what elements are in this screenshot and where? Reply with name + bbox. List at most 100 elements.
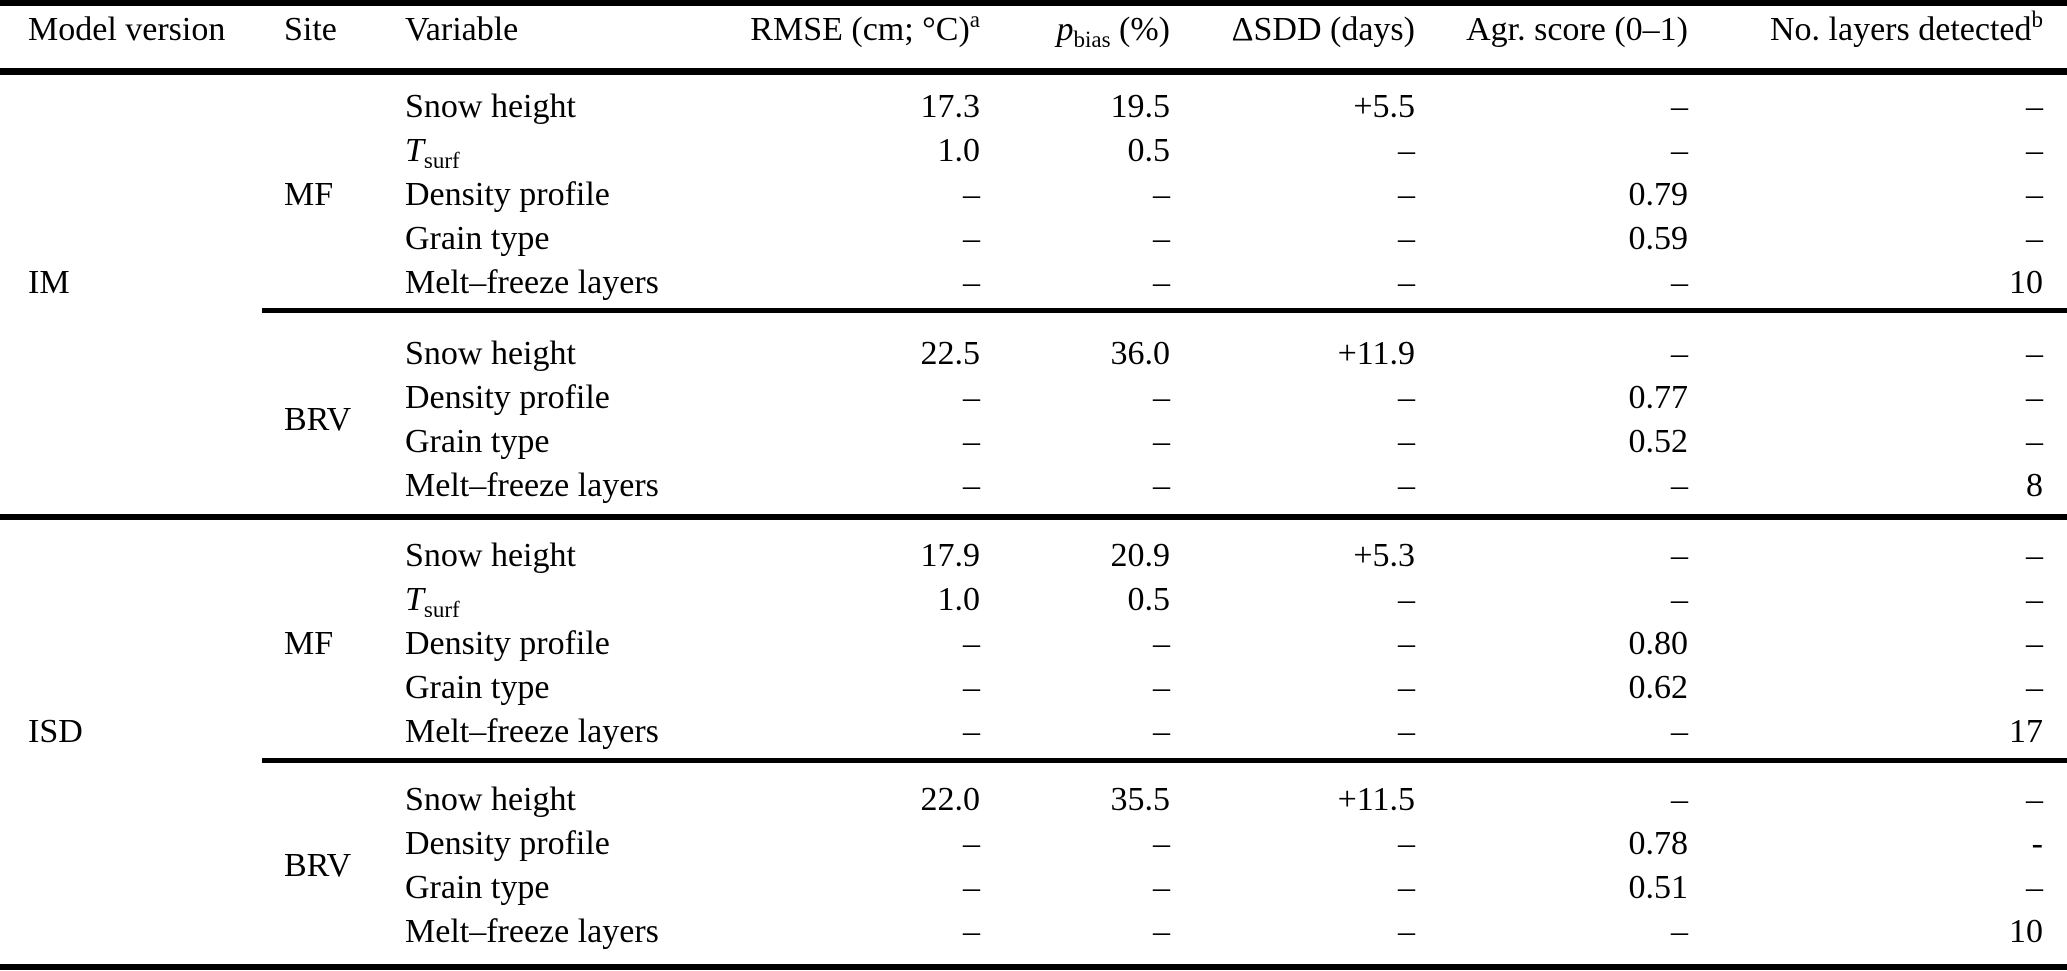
cell-layers: – (2026, 669, 2043, 706)
cell-agr: 0.59 (1628, 220, 1689, 257)
variable-subscript: surf (423, 148, 460, 173)
cell-dsdd: +5.5 (1353, 88, 1415, 125)
cell-rmse: 1.0 (937, 581, 981, 618)
cell-variable: Melt–freeze layers (405, 710, 659, 754)
variable-text: Snow height (405, 88, 576, 125)
cell-variable: Tsurf (405, 578, 460, 622)
cell-dsdd: – (1398, 423, 1415, 460)
cell-agr: – (1671, 88, 1688, 125)
cell-agr: – (1671, 335, 1688, 372)
cell-layers: – (2026, 581, 2043, 618)
column-header-site: Site (284, 11, 337, 48)
variable-text: Density profile (405, 825, 610, 862)
cell-agr: 0.52 (1628, 423, 1689, 460)
column-header-agr-score: Agr. score (0–1) (1466, 11, 1688, 48)
cell-agr: – (1671, 581, 1688, 618)
cell-rmse: – (963, 220, 980, 257)
column-header-layers-detected: No. layers detectedb (1770, 8, 2043, 52)
cell-dsdd: – (1398, 869, 1415, 906)
model-version-label: IM (28, 264, 70, 301)
cell-rmse: – (963, 379, 980, 416)
cell-pbias: – (1153, 176, 1170, 213)
column-header-model-version: Model version (28, 11, 226, 48)
cell-dsdd: – (1398, 625, 1415, 662)
cell-variable: Snow height (405, 332, 576, 376)
cell-variable: Tsurf (405, 129, 460, 173)
cell-dsdd: – (1398, 132, 1415, 169)
variable-subscript: surf (423, 597, 460, 622)
cell-variable: Melt–freeze layers (405, 464, 659, 508)
column-header-rmse: RMSE (cm; °C)a (750, 8, 980, 52)
cell-variable: Snow height (405, 85, 576, 129)
cell-pbias: 0.5 (1127, 581, 1171, 618)
cell-pbias: – (1153, 379, 1170, 416)
cell-rmse: – (963, 176, 980, 213)
variable-text: Melt–freeze layers (405, 913, 659, 950)
cell-rmse: 17.9 (920, 537, 981, 574)
column-header-pbias: pbias (%) (1056, 8, 1170, 52)
cell-agr: 0.79 (1628, 176, 1689, 213)
variable-text: Grain type (405, 423, 550, 460)
cell-pbias: 36.0 (1110, 335, 1171, 372)
cell-rmse: 22.5 (920, 335, 981, 372)
cell-pbias: – (1153, 423, 1170, 460)
pbias-unit: (%) (1110, 11, 1170, 48)
cell-rmse: – (963, 625, 980, 662)
cell-layers: – (2026, 537, 2043, 574)
cell-variable: Snow height (405, 778, 576, 822)
cell-dsdd: – (1398, 264, 1415, 301)
cell-dsdd: – (1398, 467, 1415, 504)
cell-dsdd: – (1398, 379, 1415, 416)
footnote-marker-a: a (969, 7, 980, 32)
variable-text: T (405, 581, 424, 618)
footnote-marker-b: b (2031, 7, 2044, 32)
cell-pbias: – (1153, 669, 1170, 706)
cell-rmse: – (963, 467, 980, 504)
cell-dsdd: – (1398, 176, 1415, 213)
cell-layers: – (2026, 625, 2043, 662)
table-top-rule (0, 0, 2067, 6)
column-header-variable: Variable (405, 11, 519, 48)
cell-pbias: – (1153, 220, 1170, 257)
cell-variable: Density profile (405, 822, 610, 866)
variable-text: Grain type (405, 869, 550, 906)
rmse-header-text: RMSE (cm; °C) (750, 11, 970, 48)
cell-layers: – (2026, 379, 2043, 416)
cell-agr: – (1671, 537, 1688, 574)
cell-variable: Grain type (405, 420, 549, 464)
variable-text: Melt–freeze layers (405, 264, 659, 301)
cell-variable: Density profile (405, 376, 610, 420)
cell-agr: – (1671, 467, 1688, 504)
cell-agr: – (1671, 132, 1688, 169)
variable-text: Grain type (405, 669, 550, 706)
cell-layers: – (2026, 88, 2043, 125)
cell-rmse: – (963, 869, 980, 906)
cell-pbias: 20.9 (1110, 537, 1171, 574)
cell-layers: – (2026, 132, 2043, 169)
cell-dsdd: – (1398, 913, 1415, 950)
variable-text: Snow height (405, 537, 576, 574)
cell-rmse: – (963, 423, 980, 460)
site-label: BRV (284, 401, 352, 438)
pbias-symbol: p (1056, 11, 1074, 48)
cell-variable: Grain type (405, 866, 549, 910)
cell-layers: – (2026, 423, 2043, 460)
header-separator-rule (0, 68, 2067, 75)
cell-layers: 10 (2009, 913, 2043, 950)
cell-agr: 0.80 (1628, 625, 1689, 662)
cell-dsdd: +11.9 (1337, 335, 1415, 372)
variable-text: Density profile (405, 379, 610, 416)
cell-pbias: – (1153, 825, 1170, 862)
variable-text: Grain type (405, 220, 550, 257)
im-isd-separator-rule (0, 514, 2067, 520)
cell-rmse: – (963, 913, 980, 950)
variable-text: Density profile (405, 176, 610, 213)
cell-agr: 0.62 (1628, 669, 1689, 706)
layers-header-text: No. layers detected (1770, 11, 2032, 48)
cell-dsdd: – (1398, 669, 1415, 706)
site-label: BRV (284, 847, 352, 884)
im-mf-brv-separator-rule (262, 308, 2067, 313)
cell-rmse: 17.3 (920, 88, 981, 125)
cell-variable: Grain type (405, 217, 549, 261)
